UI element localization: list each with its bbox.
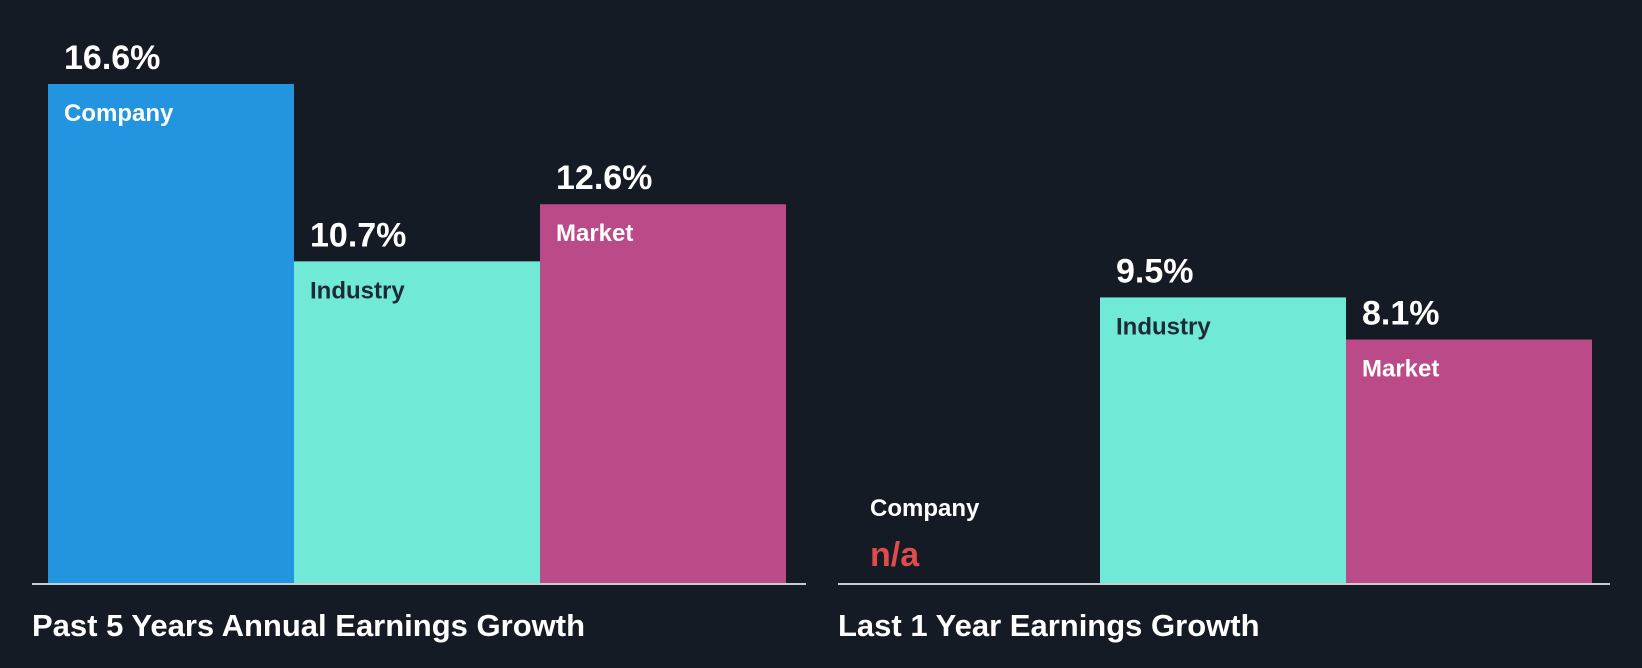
- panel2-company-category-label: Company: [870, 495, 980, 522]
- panel1-company-value-label: 16.6%: [64, 39, 160, 77]
- panel2-market-value-label: 8.1%: [1362, 295, 1440, 333]
- panel1-industry-bar: [294, 261, 540, 583]
- panel1-company-category-label: Company: [64, 100, 174, 127]
- panel1-industry-category-label: Industry: [310, 277, 405, 304]
- panel2-company-value-label: n/a: [870, 536, 920, 574]
- panel1-company-bar: [48, 84, 294, 583]
- panel1-market-bar: [540, 204, 786, 583]
- panel2-market-bar: [1346, 339, 1592, 583]
- panel1-title: Past 5 Years Annual Earnings Growth: [32, 608, 585, 643]
- panel2-industry-category-label: Industry: [1116, 313, 1211, 340]
- panel2-market-category-label: Market: [1362, 356, 1439, 383]
- panel1-market-category-label: Market: [556, 220, 633, 247]
- panel2-industry-value-label: 9.5%: [1116, 252, 1194, 290]
- panel1-industry-value-label: 10.7%: [310, 216, 406, 254]
- panel2-title: Last 1 Year Earnings Growth: [838, 608, 1260, 643]
- panel1-market-value-label: 12.6%: [556, 159, 652, 197]
- panel2-industry-bar: [1100, 297, 1346, 583]
